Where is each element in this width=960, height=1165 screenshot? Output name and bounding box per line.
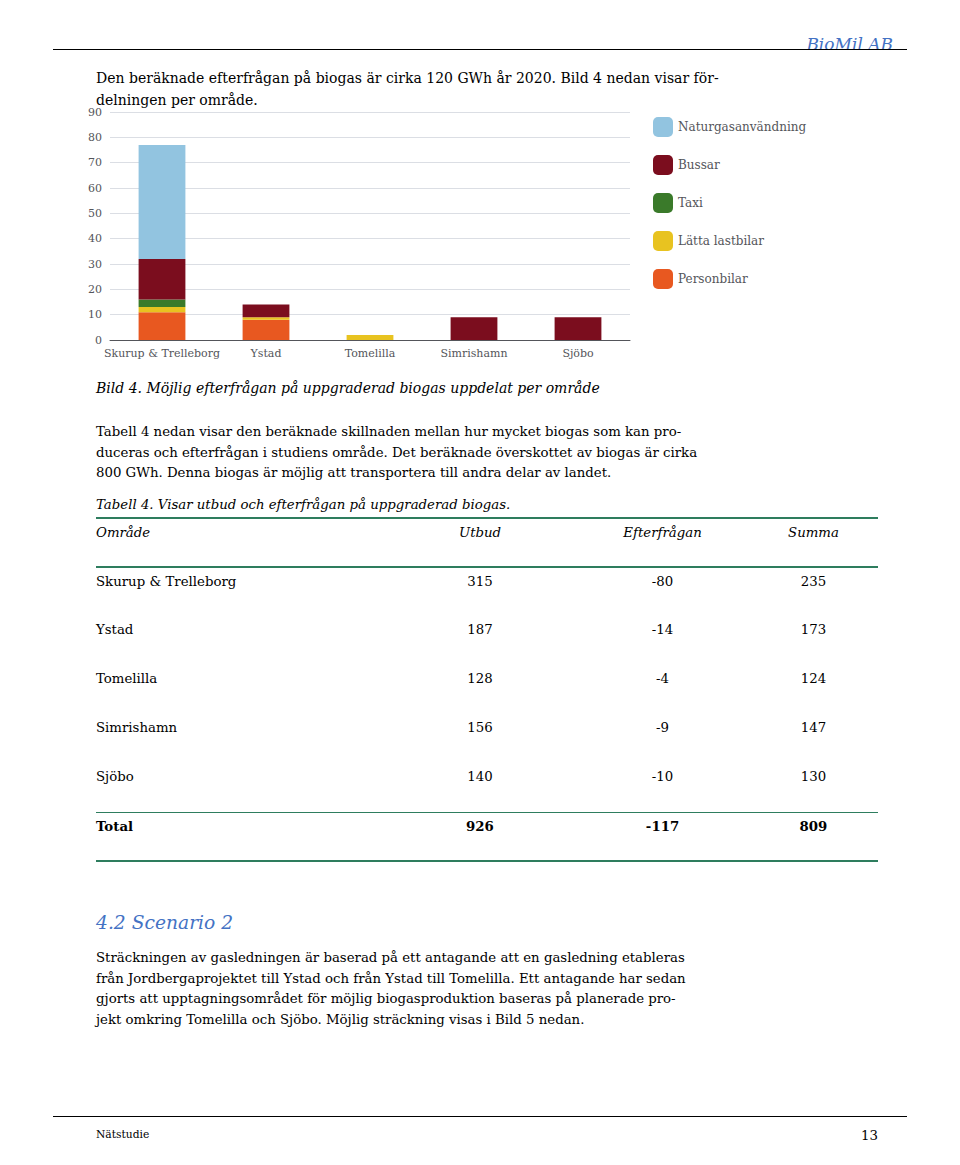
html-text:235: 235 <box>800 574 827 589</box>
html-text:-10: -10 <box>651 769 674 784</box>
html-text:Sträckningen av gasledningen ä: Sträckningen av gasledningen är baserad … <box>96 950 686 1027</box>
html-text:Område: Område <box>96 525 151 540</box>
svg-text:Personbilar: Personbilar <box>678 272 748 286</box>
html-text:Skurup & Trelleborg: Skurup & Trelleborg <box>96 574 237 589</box>
html-text:Summa: Summa <box>788 525 839 540</box>
svg-text:Ystad: Ystad <box>250 347 282 360</box>
svg-text:Naturgasanvändning: Naturgasanvändning <box>678 120 806 134</box>
html-text:4.2 Scenario 2: 4.2 Scenario 2 <box>96 912 234 933</box>
html-text:147: 147 <box>800 720 827 735</box>
html-text:Ystad: Ystad <box>96 622 134 637</box>
html-text:-4: -4 <box>656 671 669 686</box>
html-text:315: 315 <box>467 574 493 589</box>
html-text:13: 13 <box>861 1128 878 1143</box>
svg-text:Tomelilla: Tomelilla <box>345 347 396 360</box>
svg-text:70: 70 <box>88 156 102 169</box>
html-text:Tabell 4 nedan visar den beräk: Tabell 4 nedan visar den beräknade skill… <box>96 424 698 481</box>
svg-text:Skurup & Trelleborg: Skurup & Trelleborg <box>104 347 220 360</box>
html-text:156: 156 <box>467 720 493 735</box>
html-text:-80: -80 <box>651 574 674 589</box>
html-text:BioMil AB: BioMil AB <box>806 34 893 54</box>
html-text:809: 809 <box>799 818 828 834</box>
html-text:Tomelilla: Tomelilla <box>96 671 158 686</box>
html-text:Efterfrågan: Efterfrågan <box>623 525 702 540</box>
html-text:187: 187 <box>467 622 493 637</box>
html-text:140: 140 <box>467 769 493 784</box>
html-text:-117: -117 <box>645 818 680 834</box>
html-text:128: 128 <box>467 671 493 686</box>
html-text:Utbud: Utbud <box>458 525 502 540</box>
html-text:-9: -9 <box>656 720 669 735</box>
html-text:173: 173 <box>800 622 827 637</box>
svg-text:90: 90 <box>88 106 102 119</box>
html-text:Sjöbo: Sjöbo <box>96 769 134 784</box>
svg-text:80: 80 <box>88 131 102 144</box>
svg-text:Taxi: Taxi <box>678 196 703 210</box>
html-text:Simrishamn: Simrishamn <box>96 720 178 735</box>
html-text:Den beräknade efterfrågan på b: Den beräknade efterfrågan på biogas är c… <box>96 70 719 108</box>
svg-text:Simrishamn: Simrishamn <box>440 347 507 360</box>
html-text:Total: Total <box>96 818 133 834</box>
svg-text:60: 60 <box>88 182 102 195</box>
html-text:-14: -14 <box>651 622 674 637</box>
svg-text:0: 0 <box>95 334 102 347</box>
svg-text:10: 10 <box>88 308 102 321</box>
svg-text:40: 40 <box>88 232 102 245</box>
svg-text:20: 20 <box>88 283 102 296</box>
html-text:926: 926 <box>466 818 494 834</box>
svg-text:Sjöbo: Sjöbo <box>562 347 594 360</box>
html-text:124: 124 <box>800 671 827 686</box>
html-text:Bild 4. Möjlig efterfrågan på: Bild 4. Möjlig efterfrågan på uppgradera… <box>96 380 600 396</box>
svg-text:Lätta lastbilar: Lätta lastbilar <box>678 234 764 248</box>
svg-text:50: 50 <box>88 207 102 220</box>
html-text:Tabell 4. Visar utbud och efte: Tabell 4. Visar utbud och efterfrågan på… <box>96 497 511 512</box>
svg-text:Bussar: Bussar <box>678 158 720 172</box>
html-text:Nätstudie: Nätstudie <box>96 1128 150 1141</box>
html-text:130: 130 <box>800 769 827 784</box>
svg-text:30: 30 <box>88 258 102 271</box>
